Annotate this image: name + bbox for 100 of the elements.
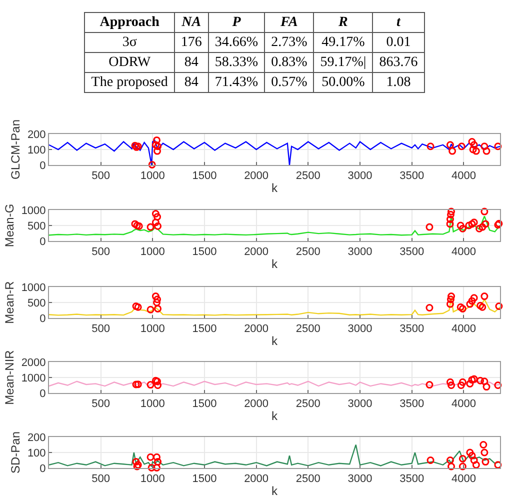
point xyxy=(152,141,160,149)
y-tick-label: 0 xyxy=(40,236,46,248)
category-label: FA xyxy=(264,12,314,32)
x-tick-label: 2000 xyxy=(244,170,269,182)
point xyxy=(480,208,488,216)
point xyxy=(426,223,434,231)
x-tick-label: 2500 xyxy=(296,170,320,182)
point xyxy=(446,296,454,304)
y-tick-label: 500 xyxy=(27,220,46,232)
x-tick-label: 4000 xyxy=(451,398,476,410)
point xyxy=(478,303,486,311)
point xyxy=(482,220,490,228)
point xyxy=(468,138,476,146)
x-tick-label: 1500 xyxy=(192,323,217,336)
point xyxy=(476,224,484,232)
point xyxy=(466,448,474,456)
x-tick-label: 4000 xyxy=(451,323,476,336)
point xyxy=(458,378,466,386)
x-tick-label: 1500 xyxy=(192,246,217,258)
point xyxy=(152,292,160,300)
text: 84 xyxy=(174,72,208,92)
point xyxy=(480,448,488,456)
text: 3σ xyxy=(84,32,174,52)
text: 58.33% xyxy=(208,52,265,72)
y-tick-label: 0 xyxy=(40,462,46,475)
point xyxy=(153,298,160,306)
point xyxy=(152,218,160,226)
point xyxy=(458,462,466,470)
x-tick-label: 2500 xyxy=(296,323,320,336)
point xyxy=(480,378,488,386)
x-tick-label: 2000 xyxy=(244,398,269,410)
text: 59.17%| xyxy=(314,52,373,72)
text: 1.08 xyxy=(372,72,424,92)
text: 2.73% xyxy=(264,32,314,52)
x-axis-title: k xyxy=(272,484,278,498)
text: 0.57% xyxy=(264,72,314,92)
point xyxy=(469,146,477,154)
point xyxy=(426,381,434,389)
x-tick-label: 2000 xyxy=(244,323,269,336)
text: 71.43% xyxy=(208,72,265,92)
point xyxy=(448,147,456,155)
point xyxy=(468,297,476,305)
point xyxy=(470,294,478,302)
point xyxy=(476,376,484,384)
x-tick-label: 4000 xyxy=(451,170,476,182)
point xyxy=(146,453,154,461)
x-tick-label: 2000 xyxy=(244,473,269,486)
point xyxy=(152,376,160,384)
point xyxy=(456,303,464,311)
y-tick-label: 1000 xyxy=(21,372,46,384)
y-axis-title: SD-Pan xyxy=(8,431,23,474)
point xyxy=(426,304,434,312)
point xyxy=(446,300,454,308)
x-tick-label: 3500 xyxy=(400,246,424,258)
point xyxy=(153,453,160,461)
x-axis-title: k xyxy=(272,334,278,348)
point xyxy=(495,302,503,310)
x-tick-label: 3000 xyxy=(348,323,372,336)
y-axis-title: Mean-G xyxy=(2,204,17,248)
x-tick-label: 3000 xyxy=(348,398,372,410)
x-tick-label: 3000 xyxy=(348,246,372,258)
x-tick-label: 1000 xyxy=(140,323,165,336)
x-tick-label: 4000 xyxy=(451,246,476,258)
x-axis-title: k xyxy=(272,181,278,195)
point xyxy=(132,458,140,466)
y-tick-label: 100 xyxy=(27,447,46,460)
point xyxy=(468,220,476,228)
point xyxy=(446,210,454,218)
x-tick-label: 1000 xyxy=(140,170,165,182)
x-tick-label: 500 xyxy=(92,170,110,182)
point xyxy=(457,382,465,389)
point xyxy=(482,147,490,155)
text: 84 xyxy=(174,52,208,72)
point xyxy=(154,304,162,312)
x-tick-label: 500 xyxy=(92,246,110,258)
point xyxy=(458,224,466,232)
y-tick-label: 100 xyxy=(27,144,46,156)
point xyxy=(134,303,142,311)
point xyxy=(458,454,466,462)
y-axis-title: Mean-R xyxy=(2,280,17,324)
x-tick-label: 1000 xyxy=(140,473,165,486)
text: 49.17% xyxy=(314,32,373,52)
point xyxy=(466,380,474,388)
category-label: t xyxy=(372,12,424,32)
y-tick-label: 2000 xyxy=(21,356,46,369)
point xyxy=(476,302,484,310)
point xyxy=(133,222,141,230)
point xyxy=(456,222,464,230)
y-tick-label: 1000 xyxy=(21,282,46,294)
x-tick-label: 3000 xyxy=(348,473,372,486)
point xyxy=(448,208,456,216)
x-tick-label: 1500 xyxy=(192,170,217,182)
y-tick-label: 500 xyxy=(27,297,46,310)
point xyxy=(146,381,154,389)
y-tick-label: 200 xyxy=(27,432,46,444)
y-axis-title: GLCM-Pan xyxy=(8,119,23,180)
point xyxy=(426,142,434,150)
point xyxy=(494,461,502,469)
point xyxy=(146,306,154,314)
text: 176 xyxy=(174,32,208,52)
